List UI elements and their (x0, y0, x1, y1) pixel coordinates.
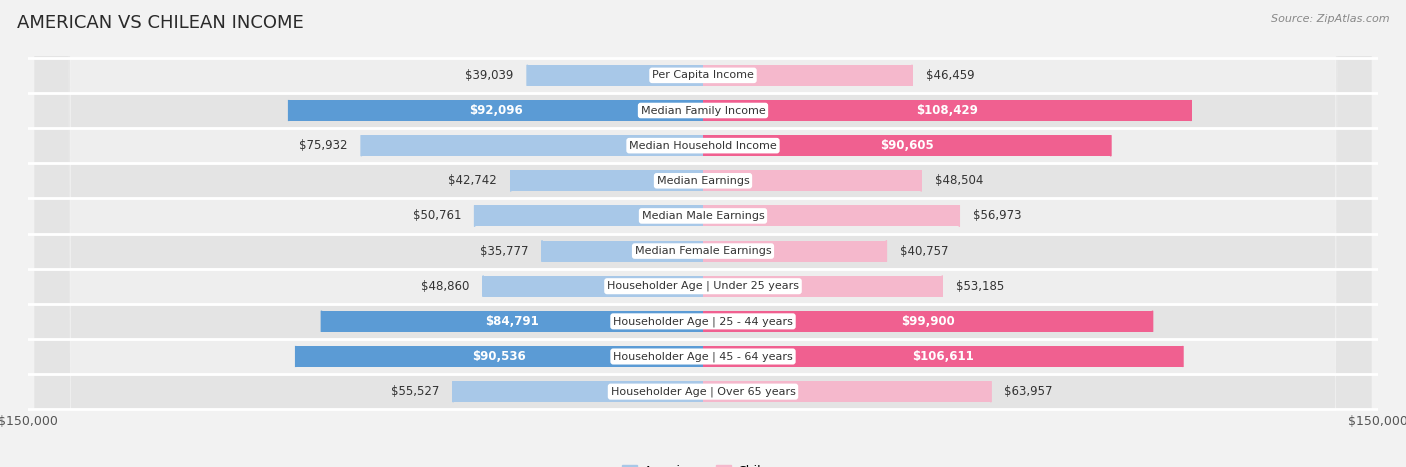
Bar (703, 170, 921, 191)
Text: Median Male Earnings: Median Male Earnings (641, 211, 765, 221)
Bar (703, 65, 912, 86)
Text: Source: ZipAtlas.com: Source: ZipAtlas.com (1271, 14, 1389, 24)
Bar (703, 311, 1153, 332)
Text: $55,527: $55,527 (391, 385, 440, 398)
Legend: American, Chilean: American, Chilean (617, 460, 789, 467)
FancyBboxPatch shape (35, 0, 1371, 467)
Text: $56,973: $56,973 (973, 209, 1021, 222)
FancyBboxPatch shape (35, 0, 1371, 467)
Text: $84,791: $84,791 (485, 315, 538, 328)
Text: Householder Age | 45 - 64 years: Householder Age | 45 - 64 years (613, 351, 793, 362)
Text: $53,185: $53,185 (956, 280, 1004, 293)
Bar (475, 205, 703, 226)
FancyBboxPatch shape (35, 0, 1371, 467)
Text: AMERICAN VS CHILEAN INCOME: AMERICAN VS CHILEAN INCOME (17, 14, 304, 32)
Bar (703, 241, 886, 262)
Text: $63,957: $63,957 (1004, 385, 1053, 398)
Text: $50,761: $50,761 (412, 209, 461, 222)
FancyBboxPatch shape (35, 0, 1371, 467)
Text: Median Family Income: Median Family Income (641, 106, 765, 115)
Text: $99,900: $99,900 (901, 315, 955, 328)
FancyBboxPatch shape (35, 0, 1371, 467)
Text: $42,742: $42,742 (449, 174, 498, 187)
FancyBboxPatch shape (35, 0, 1371, 467)
Bar (361, 135, 703, 156)
Bar (703, 276, 942, 297)
Bar (543, 241, 703, 262)
Bar (703, 205, 959, 226)
Text: $106,611: $106,611 (912, 350, 974, 363)
Bar (510, 170, 703, 191)
Bar (703, 100, 1191, 121)
Text: Median Household Income: Median Household Income (628, 141, 778, 151)
Bar (322, 311, 703, 332)
Bar (288, 100, 703, 121)
Text: $46,459: $46,459 (925, 69, 974, 82)
FancyBboxPatch shape (35, 0, 1371, 467)
Bar (527, 65, 703, 86)
Text: Median Female Earnings: Median Female Earnings (634, 246, 772, 256)
Text: Per Capita Income: Per Capita Income (652, 71, 754, 80)
Bar (703, 381, 991, 402)
Bar (453, 381, 703, 402)
Text: $48,860: $48,860 (422, 280, 470, 293)
Bar (295, 346, 703, 367)
Text: $90,605: $90,605 (880, 139, 934, 152)
Text: $39,039: $39,039 (465, 69, 513, 82)
FancyBboxPatch shape (35, 0, 1371, 467)
FancyBboxPatch shape (35, 0, 1371, 467)
Text: $40,757: $40,757 (900, 245, 949, 258)
Text: Median Earnings: Median Earnings (657, 176, 749, 186)
Text: Householder Age | Under 25 years: Householder Age | Under 25 years (607, 281, 799, 291)
Text: $75,932: $75,932 (299, 139, 347, 152)
Text: $108,429: $108,429 (915, 104, 977, 117)
FancyBboxPatch shape (35, 0, 1371, 467)
Bar (703, 346, 1182, 367)
Text: $92,096: $92,096 (470, 104, 523, 117)
Text: $35,777: $35,777 (479, 245, 529, 258)
Bar (484, 276, 703, 297)
Bar (703, 135, 1111, 156)
Text: Householder Age | 25 - 44 years: Householder Age | 25 - 44 years (613, 316, 793, 326)
Text: Householder Age | Over 65 years: Householder Age | Over 65 years (610, 386, 796, 397)
Text: $48,504: $48,504 (935, 174, 983, 187)
Text: $90,536: $90,536 (472, 350, 526, 363)
